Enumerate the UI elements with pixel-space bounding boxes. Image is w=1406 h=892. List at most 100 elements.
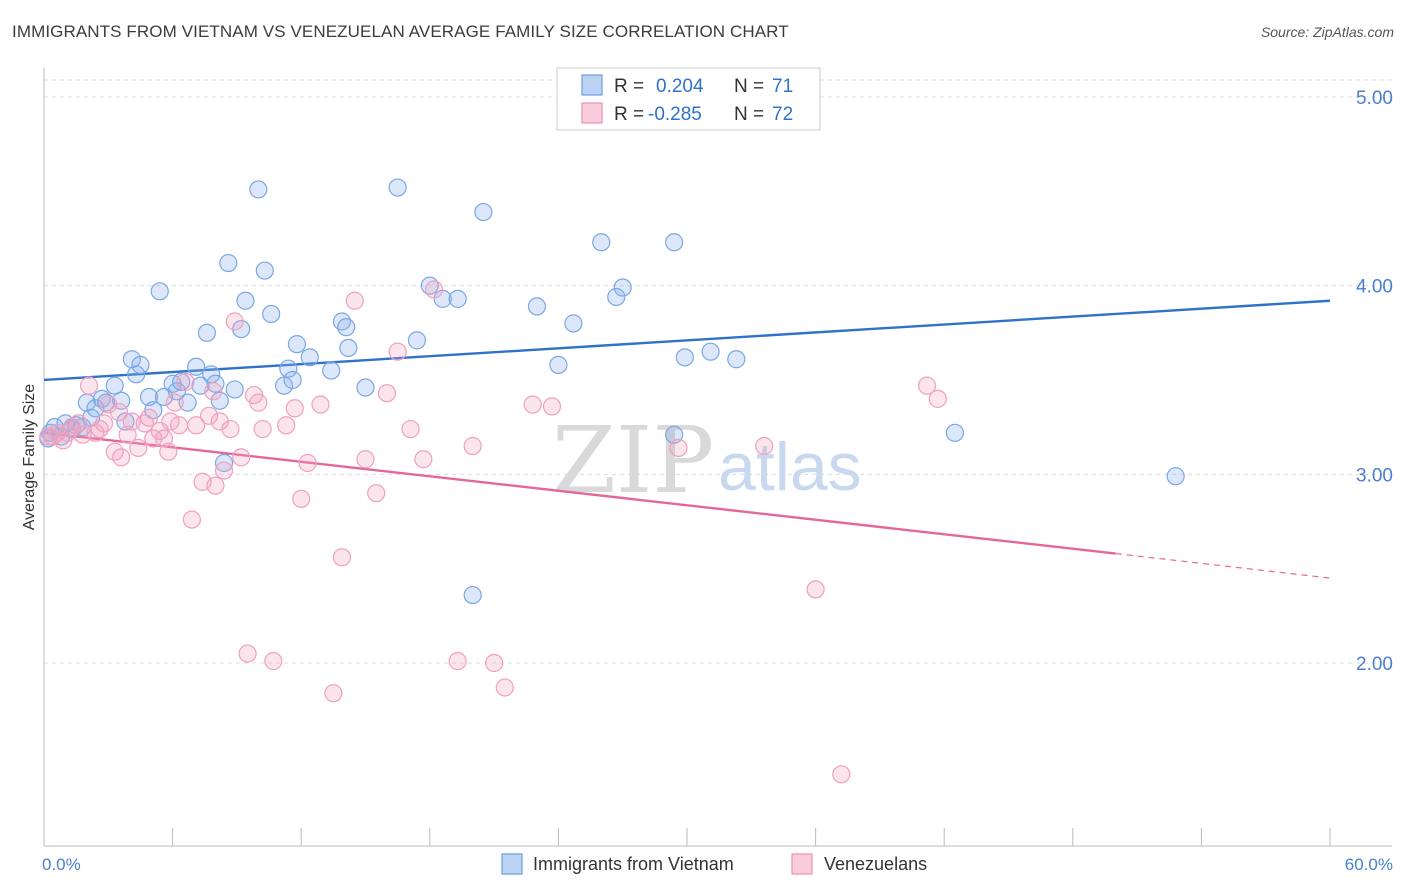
grid-lines [44, 79, 1392, 664]
point-vietnam [701, 342, 720, 361]
point-venezuelans [495, 678, 514, 697]
point-vietnam [549, 355, 568, 374]
point-vietnam [172, 372, 191, 391]
legend-n-label: N = [734, 104, 764, 125]
point-vietnam [105, 376, 124, 395]
point-venezuelans [755, 436, 774, 456]
point-vietnam [300, 348, 319, 367]
y-tick-label: 4.00 [1356, 277, 1393, 298]
point-venezuelans [277, 416, 296, 435]
point-venezuelans [204, 382, 223, 401]
legend-n-value: 71 [772, 76, 793, 97]
point-venezuelans [206, 476, 225, 495]
point-venezuelans [79, 376, 99, 395]
point-vietnam [283, 370, 302, 390]
trend-line-venezuelans [43, 431, 1116, 555]
point-vietnam [219, 253, 238, 273]
point-venezuelans [414, 450, 433, 469]
point-vietnam [356, 378, 375, 397]
watermark-atlas: atlas [718, 429, 862, 505]
point-venezuelans [324, 684, 343, 703]
bottom-legend-label: Venezuelans [824, 854, 927, 874]
point-vietnam [592, 233, 611, 252]
point-venezuelans [225, 312, 244, 331]
point-venezuelans [214, 461, 234, 480]
point-vietnam [665, 233, 684, 252]
point-vietnam [279, 359, 298, 378]
point-vietnam [214, 453, 234, 473]
point-venezuelans [144, 429, 163, 448]
point-vietnam [210, 391, 229, 410]
point-venezuelans [253, 419, 272, 439]
point-venezuelans [332, 548, 352, 567]
point-venezuelans [388, 342, 407, 361]
point-venezuelans [292, 489, 311, 508]
point-venezuelans [244, 385, 264, 405]
point-venezuelans [485, 653, 504, 673]
x-tick-label: 0.0% [42, 855, 81, 874]
point-vietnam [197, 323, 216, 342]
point-vietnam [945, 423, 965, 442]
legend-n-label: N = [734, 76, 764, 97]
point-vietnam [564, 314, 583, 333]
point-venezuelans [463, 436, 482, 456]
point-vietnam [474, 202, 493, 222]
point-venezuelans [182, 510, 201, 529]
point-vietnam [262, 304, 281, 324]
point-venezuelans [109, 402, 129, 422]
point-venezuelans [448, 652, 467, 671]
point-venezuelans [139, 408, 159, 427]
point-venezuelans [377, 384, 397, 403]
point-vietnam [613, 278, 632, 297]
point-vietnam [727, 350, 746, 369]
axes [43, 68, 1392, 847]
point-venezuelans [232, 448, 251, 467]
point-venezuelans [221, 419, 240, 439]
point-venezuelans [165, 393, 184, 412]
trend-line-venezuelans-dashed [1115, 552, 1331, 579]
point-vietnam [206, 374, 225, 393]
point-venezuelans [238, 644, 257, 663]
legend: R = 0.204 N = 71 R = -0.285 N = 72 [556, 67, 821, 131]
point-venezuelans [345, 291, 364, 310]
point-venezuelans [367, 484, 386, 503]
y-tick-label: 5.00 [1356, 88, 1393, 109]
y-tick-label: 3.00 [1356, 465, 1393, 486]
bottom-legend: Immigrants from Vietnam Venezuelans [501, 853, 927, 875]
point-vietnam [407, 331, 427, 350]
legend-r-label: R = [614, 104, 644, 125]
legend-swatch-blue [581, 74, 603, 96]
point-vietnam [607, 287, 626, 307]
data-points [39, 178, 1185, 784]
point-venezuelans [187, 416, 206, 435]
point-vietnam [255, 261, 274, 280]
point-venezuelans [669, 438, 688, 458]
point-vietnam [178, 393, 197, 412]
point-venezuelans [94, 414, 114, 433]
point-venezuelans [129, 438, 148, 458]
point-venezuelans [159, 442, 178, 461]
legend-r-label: R = [614, 76, 644, 97]
legend-r-value: 0.204 [656, 76, 704, 97]
point-venezuelans [542, 397, 562, 416]
point-venezuelans [401, 419, 420, 439]
point-vietnam [388, 178, 407, 197]
point-venezuelans [285, 399, 304, 418]
x-tick-labels: 0.0% 60.0% [42, 855, 1393, 874]
point-vietnam [337, 318, 356, 337]
y-tick-labels: 2.00 3.00 4.00 5.00 [1356, 88, 1393, 675]
point-vietnam [232, 319, 251, 339]
point-venezuelans [199, 406, 219, 425]
point-vietnam [127, 365, 146, 384]
point-venezuelans [523, 395, 542, 414]
point-venezuelans [424, 280, 444, 299]
point-vietnam [236, 291, 255, 310]
legend-swatch-pink [581, 102, 603, 124]
bottom-legend-swatch-blue [501, 853, 523, 875]
point-venezuelans [176, 372, 195, 391]
point-vietnam [463, 585, 482, 605]
watermark-zip: ZIP [552, 407, 714, 514]
point-vietnam [187, 357, 206, 376]
y-axis-label: Average Family Size [21, 384, 38, 531]
